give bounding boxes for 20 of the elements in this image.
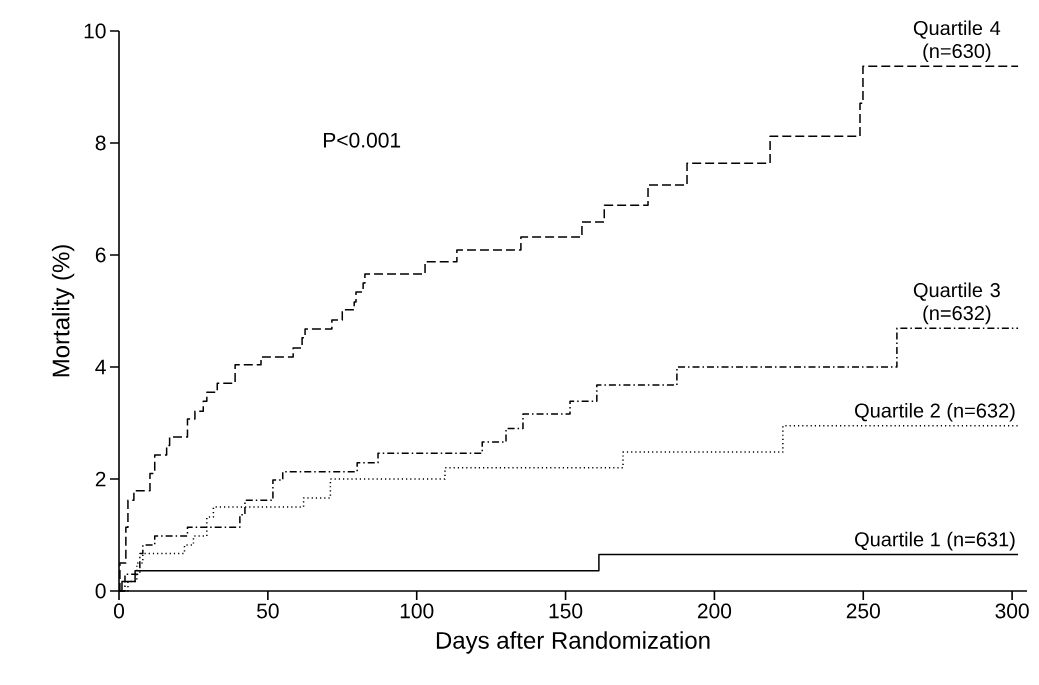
x-tick-label: 300 [995,603,1029,619]
x-tick-label: 0 [113,603,125,619]
y-tick-label: 8 [95,135,106,151]
series-label: Quartile 3 (n=632) [913,282,1000,325]
series-label: Quartile 1 (n=631) [855,531,1015,551]
y-axis-title: Mortality (%) [51,245,75,377]
x-tick-label: 50 [257,603,279,619]
x-axis-title: Days after Randomization [436,631,710,654]
annotation: P<0.001 [324,132,401,148]
y-tick-label: 10 [84,23,106,39]
series-label: Quartile 2 (n=632) [855,402,1015,422]
y-tick-label: 2 [95,471,106,487]
x-tick-label: 100 [400,603,434,619]
x-tick-label: 200 [697,603,732,619]
series-label: Quartile 4 (n=630) [913,20,1001,63]
x-tick-label: 250 [846,603,880,619]
y-tick-label: 0 [95,583,106,599]
y-tick-label: 6 [95,247,106,263]
x-tick-label: 150 [549,603,583,619]
y-tick-label: 4 [95,359,106,375]
